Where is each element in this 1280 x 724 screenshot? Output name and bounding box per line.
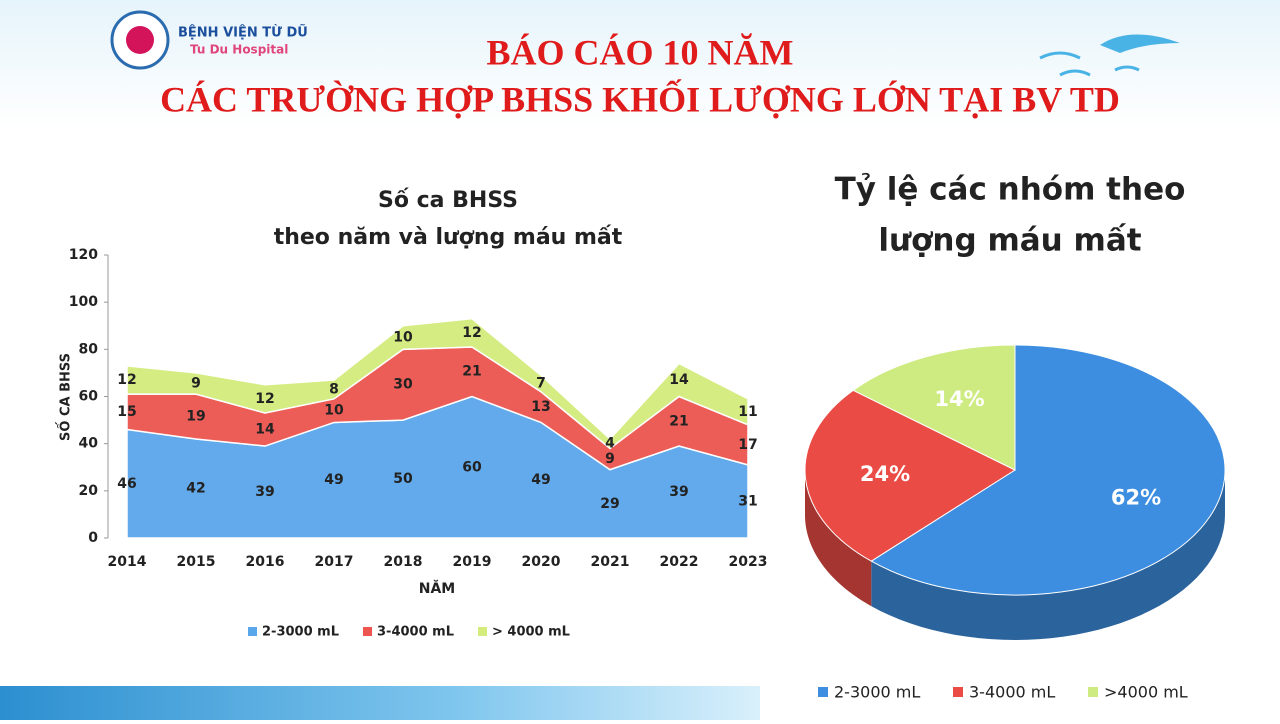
data-label: 49	[324, 472, 343, 488]
data-label: 24%	[860, 462, 910, 486]
data-label: 4	[605, 436, 615, 452]
x-tick-label: 2020	[522, 554, 561, 570]
data-label: 39	[255, 484, 274, 500]
data-label: 46	[117, 476, 136, 492]
x-tick-label: 2015	[177, 554, 216, 570]
x-tick-label: 2023	[729, 554, 768, 570]
legend-label: 2-3000 mL	[262, 625, 339, 640]
data-label: 14%	[934, 387, 984, 411]
x-tick-label: 2017	[315, 554, 354, 570]
pie-slice	[870, 344, 1226, 596]
data-label: 60	[462, 459, 482, 475]
legend-swatch	[248, 627, 257, 636]
data-label: 15	[117, 404, 136, 420]
data-label: 21	[669, 413, 688, 429]
birds	[1039, 51, 1140, 77]
y-tick-label: 40	[79, 436, 99, 452]
y-axis-label: SỐ CA BHSS	[56, 353, 74, 441]
x-axis-label: NĂM	[419, 579, 455, 597]
chart-title: Tỷ lệ các nhóm theo	[835, 172, 1186, 208]
data-label: 17	[738, 437, 757, 453]
x-tick-label: 2018	[384, 554, 423, 570]
x-tick-label: 2022	[660, 554, 699, 570]
legend-label: 2-3000 mL	[834, 683, 920, 702]
data-label: 30	[393, 377, 413, 393]
legend-swatch	[363, 627, 372, 636]
y-tick-label: 60	[79, 389, 99, 405]
footer-band	[0, 686, 760, 720]
data-label: 62%	[1111, 486, 1161, 510]
legend-label: 3-4000 mL	[969, 683, 1055, 702]
header-bg	[0, 0, 1280, 130]
data-label: 7	[536, 376, 546, 392]
data-label: 12	[255, 391, 274, 407]
data-label: 10	[393, 330, 413, 346]
data-label: 11	[738, 404, 757, 420]
data-label: 9	[191, 376, 201, 392]
data-label: 39	[669, 484, 688, 500]
data-label: 12	[462, 325, 481, 341]
legend-swatch	[953, 687, 963, 697]
hospital-name-en: Tu Du Hospital	[190, 43, 288, 57]
data-label: 13	[531, 399, 550, 415]
data-label: 14	[255, 422, 275, 438]
data-label: 31	[738, 493, 757, 509]
data-label: 12	[117, 372, 136, 388]
data-label: 50	[393, 471, 413, 487]
pie-slice	[852, 344, 1016, 471]
legend-label: 3-4000 mL	[377, 625, 454, 640]
legend-swatch	[1088, 687, 1098, 697]
x-tick-label: 2016	[246, 554, 285, 570]
data-label: 8	[329, 381, 339, 397]
x-tick-label: 2019	[453, 554, 492, 570]
data-label: 10	[324, 403, 344, 419]
y-tick-label: 100	[69, 294, 98, 310]
data-label: 19	[186, 409, 205, 425]
chart-subtitle: theo năm và lượng máu mất	[274, 225, 623, 250]
slide-title: CÁC TRƯỜNG HỢP BHSS KHỐI LƯỢNG LỚN TẠI B…	[160, 78, 1120, 119]
bird	[1100, 34, 1180, 53]
legend-label: > 4000 mL	[492, 625, 570, 640]
data-label: 9	[605, 451, 615, 467]
hospital-name: BỆNH VIỆN TỪ DŨ	[178, 25, 308, 41]
x-tick-label: 2014	[108, 554, 147, 570]
y-tick-label: 20	[79, 483, 99, 499]
x-tick-label: 2021	[591, 554, 630, 570]
slide-title: BÁO CÁO 10 NĂM	[487, 32, 794, 72]
area-series	[126, 317, 749, 450]
data-label: 49	[531, 472, 550, 488]
legend-swatch	[478, 627, 487, 636]
data-label: 14	[669, 372, 689, 388]
data-label: 29	[600, 496, 619, 512]
logo-center	[126, 26, 154, 54]
pie-slice-side	[871, 470, 1225, 640]
chart-title: Số ca BHSS	[378, 188, 518, 213]
y-tick-label: 120	[69, 247, 98, 263]
chart-subtitle: lượng máu mất	[878, 223, 1141, 259]
y-tick-label: 0	[88, 530, 98, 546]
y-tick-label: 80	[79, 341, 99, 357]
legend-swatch	[818, 687, 828, 697]
legend-label: >4000 mL	[1104, 683, 1188, 702]
pie-slice	[804, 389, 1017, 562]
data-label: 42	[186, 480, 205, 496]
data-label: 21	[462, 364, 481, 380]
